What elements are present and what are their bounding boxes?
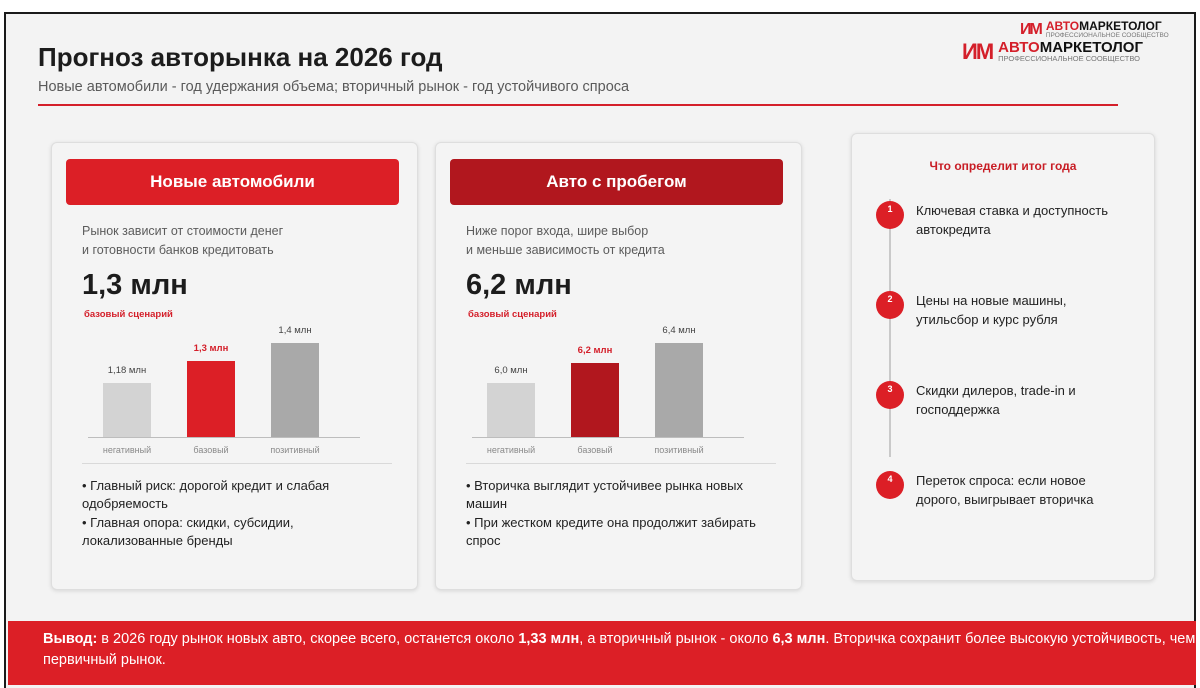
logo-large: ИМ АВТОМАРКЕТОЛОГ ПРОФЕССИОНАЛЬНОЕ СООБЩ… xyxy=(962,40,1143,63)
timeline-line xyxy=(889,199,891,457)
conclusion-value: 6,3 млн xyxy=(772,631,826,647)
bar-category-label: базовый xyxy=(577,445,613,455)
factor-line: Скидки дилеров, trade-in и xyxy=(916,383,1076,398)
bullet-item: • Главный риск: дорогой кредит и слабая … xyxy=(82,478,330,511)
chart-bar xyxy=(655,343,703,437)
used-cars-card: Авто с пробегом Ниже порог входа, шире в… xyxy=(435,142,802,590)
description-line: Рынок зависит от стоимости денег xyxy=(82,224,284,238)
bar-category-label: базовый xyxy=(193,445,229,455)
bar-value-label: 6,4 млн xyxy=(662,325,696,336)
factor-line: автокредита xyxy=(916,222,991,237)
logo-mark-icon: ИМ xyxy=(1020,20,1043,38)
bar-category-label: негативный xyxy=(486,445,536,455)
step-number-badge: 3 xyxy=(876,381,904,409)
logo-name-black: МАРКЕТОЛОГ xyxy=(1079,19,1162,33)
logo-mark-icon: ИМ xyxy=(962,38,994,64)
bullet-item: • Вторичка выглядит устойчивее рынка нов… xyxy=(466,478,744,511)
factors-heading: Что определит итог года xyxy=(929,159,1077,173)
logo-tagline: ПРОФЕССИОНАЛЬНОЕ СООБЩЕСТВО xyxy=(998,54,1140,63)
page-subtitle: Новые автомобили - год удержания объема;… xyxy=(38,79,630,95)
scenario-label: базовый сценарий xyxy=(468,309,557,320)
chart-bar xyxy=(271,343,319,437)
description-line: и меньше зависимость от кредита xyxy=(466,243,665,257)
step-number-badge: 1 xyxy=(876,201,904,229)
logo-tagline: ПРОФЕССИОНАЛЬНОЕ СООБЩЕСТВО xyxy=(1045,32,1169,39)
conclusion-text: . Вторичка сохранит более высокую устойч… xyxy=(43,631,1196,668)
chart-bar xyxy=(571,363,619,437)
used-cars-description: Ниже порог входа, шире выбор и меньше за… xyxy=(466,222,766,260)
factor-line: утильсбор и курс рубля xyxy=(916,312,1058,327)
step-number-badge: 4 xyxy=(876,471,904,499)
logo-small: ИМ АВТОМАРКЕТОЛОГ ПРОФЕССИОНАЛЬНОЕ СООБЩ… xyxy=(1020,20,1169,39)
factor-text: Цены на новые машины, утильсбор и курс р… xyxy=(916,291,1141,329)
factor-line: господдержка xyxy=(916,402,1000,417)
factor-line: Ключевая ставка и доступность xyxy=(916,203,1108,218)
factor-line: Цены на новые машины, xyxy=(916,293,1067,308)
conclusion-text: в 2026 году рынок новых авто, скорее все… xyxy=(97,631,519,647)
factor-text: Переток спроса: если новое дорого, выигр… xyxy=(916,471,1141,509)
bar-category-label: негативный xyxy=(102,445,152,455)
chart-bar xyxy=(187,361,235,437)
bar-value-label: 1,4 млн xyxy=(278,325,312,336)
bullet-item: • При жестком кредите она продолжит заби… xyxy=(466,515,756,548)
card-divider xyxy=(82,463,392,464)
new-cars-forecast-value: 1,3 млн xyxy=(82,269,188,301)
scenario-label: базовый сценарий xyxy=(84,309,173,320)
card-divider xyxy=(466,463,776,464)
bullet-item: • Главная опора: скидки, субсидии, локал… xyxy=(82,515,294,548)
factor-text: Скидки дилеров, trade-in и господдержка xyxy=(916,381,1141,419)
description-line: Ниже порог входа, шире выбор xyxy=(466,224,649,238)
used-cars-forecast-value: 6,2 млн xyxy=(466,269,572,301)
chart-bar xyxy=(103,383,151,437)
logo-name-red: АВТО xyxy=(998,39,1040,56)
bar-value-label: 1,18 млн xyxy=(107,365,147,376)
used-cars-bullets: • Вторичка выглядит устойчивее рынка нов… xyxy=(466,477,771,551)
title-divider xyxy=(38,104,1118,106)
description-line: и готовности банков кредитовать xyxy=(82,243,274,257)
chart-baseline xyxy=(88,437,360,438)
chart-bar xyxy=(487,383,535,437)
factor-line: дорого, выигрывает вторичка xyxy=(916,492,1094,507)
bar-value-label: 1,3 млн xyxy=(193,343,229,355)
bar-value-label: 6,2 млн xyxy=(577,345,613,356)
logo-name-red: АВТО xyxy=(1045,19,1080,33)
used-cars-banner: Авто с пробегом xyxy=(450,159,783,205)
factor-text: Ключевая ставка и доступность автокредит… xyxy=(916,201,1141,239)
new-cars-banner: Новые автомобили xyxy=(66,159,399,205)
bar-category-label: позитивный xyxy=(270,445,320,455)
conclusion-label: Вывод: xyxy=(43,631,98,647)
conclusion-banner: Вывод: в 2026 году рынок новых авто, ско… xyxy=(8,621,1196,685)
new-cars-description: Рынок зависит от стоимости денег и готов… xyxy=(82,222,382,260)
bar-value-label: 6,0 млн xyxy=(494,365,528,376)
new-cars-card: Новые автомобили Рынок зависит от стоимо… xyxy=(51,142,418,590)
page-title: Прогноз авторынка на 2026 год xyxy=(38,42,443,72)
bar-category-label: позитивный xyxy=(654,445,704,455)
new-cars-bullets: • Главный риск: дорогой кредит и слабая … xyxy=(82,477,387,551)
logo-name-black: МАРКЕТОЛОГ xyxy=(1039,39,1143,56)
factors-card: Что определит итог года 1 Ключевая ставк… xyxy=(851,133,1155,581)
chart-baseline xyxy=(472,437,744,438)
step-number-badge: 2 xyxy=(876,291,904,319)
conclusion-text: , а вторичный рынок - около xyxy=(579,631,773,647)
conclusion-value: 1,33 млн xyxy=(518,631,580,647)
factor-line: Переток спроса: если новое xyxy=(916,473,1086,488)
